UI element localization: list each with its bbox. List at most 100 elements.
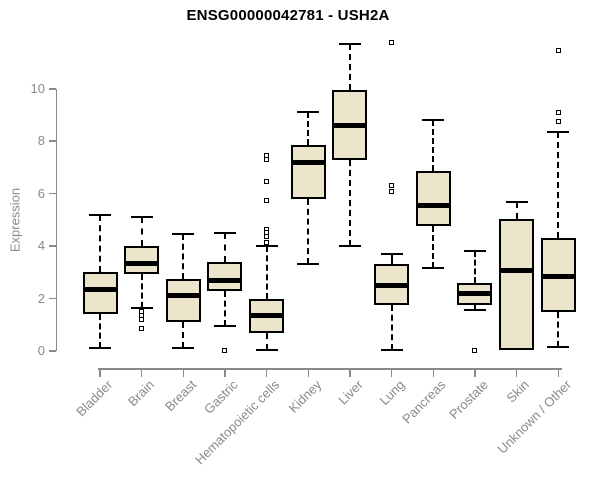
- x-tick-label-text: Gastric: [200, 377, 241, 417]
- upper-whisker-cap: [130, 216, 153, 219]
- upper-whisker: [515, 201, 518, 219]
- lower-whisker-cap: [547, 346, 570, 349]
- x-tick-label-text: Bladder: [73, 377, 116, 420]
- outlier-point: [555, 48, 561, 54]
- y-axis-tick: [48, 88, 56, 90]
- lower-whisker-cap: [338, 245, 361, 248]
- lower-whisker: [140, 273, 143, 308]
- upper-whisker: [390, 253, 393, 265]
- x-axis-line: [98, 368, 562, 370]
- outlier-point: [389, 183, 395, 189]
- box-skin: [499, 218, 535, 350]
- median-line: [459, 290, 491, 296]
- x-tick-label-text: Liver: [335, 377, 366, 408]
- outlier-point: [264, 239, 270, 245]
- upper-whisker: [99, 214, 101, 273]
- x-axis-tick: [474, 369, 476, 377]
- x-tick-label-text: Unknown / Other: [494, 377, 574, 457]
- lower-whisker-cap: [89, 347, 111, 350]
- y-axis-tick: [48, 140, 56, 142]
- upper-whisker: [432, 120, 435, 172]
- lower-whisker: [557, 311, 560, 348]
- outlier-point: [389, 188, 395, 194]
- lower-whisker: [265, 332, 268, 350]
- lower-whisker-cap: [130, 306, 153, 309]
- median-line: [251, 313, 283, 319]
- upper-whisker-cap: [380, 252, 403, 255]
- x-tick-label-text: Brain: [125, 377, 158, 410]
- median-line: [501, 268, 533, 274]
- y-axis-tick: [48, 192, 56, 195]
- upper-whisker-cap: [213, 231, 236, 234]
- outlier-point: [264, 234, 270, 240]
- lower-whisker-cap: [463, 309, 486, 312]
- y-axis-tick: [48, 245, 56, 247]
- upper-whisker: [473, 251, 476, 283]
- lower-whisker: [223, 290, 226, 327]
- y-axis-line: [55, 88, 57, 351]
- outlier-point: [389, 40, 395, 46]
- median-line: [542, 273, 574, 279]
- upper-whisker-cap: [422, 119, 445, 122]
- box-pancreas: [415, 171, 451, 227]
- y-tick-label: 10: [30, 80, 45, 96]
- x-axis-tick: [307, 369, 310, 377]
- lower-whisker-cap: [422, 267, 445, 270]
- upper-whisker: [265, 246, 268, 299]
- outlier-point: [222, 348, 228, 354]
- y-tick-label: 4: [37, 238, 45, 254]
- x-axis-tick: [224, 369, 226, 377]
- median-line: [84, 286, 116, 292]
- outlier-point: [264, 157, 270, 163]
- lower-whisker: [432, 226, 435, 269]
- lower-whisker-cap: [172, 347, 195, 350]
- outlier-point: [555, 109, 561, 115]
- median-line: [292, 159, 324, 165]
- x-axis-tick: [265, 369, 268, 377]
- x-axis-tick: [557, 369, 560, 377]
- lower-whisker: [307, 198, 310, 265]
- y-tick-label: 2: [37, 290, 45, 306]
- median-line: [209, 277, 241, 283]
- outlier-point: [139, 316, 145, 322]
- upper-whisker: [557, 132, 560, 239]
- x-axis-tick: [140, 369, 143, 377]
- outlier-point: [139, 326, 145, 332]
- upper-whisker-cap: [547, 131, 570, 134]
- box-kidney: [290, 145, 326, 199]
- lower-whisker-cap: [213, 325, 236, 328]
- x-tick-label-text: Prostate: [445, 377, 491, 422]
- lower-whisker-cap: [380, 348, 403, 351]
- chart-title: ENSG00000042781 - USH2A: [186, 7, 390, 24]
- median-line: [167, 293, 199, 299]
- x-axis-tick: [432, 369, 435, 377]
- upper-whisker-cap: [505, 200, 528, 203]
- lower-whisker: [99, 314, 101, 349]
- x-tick-label-text: Kidney: [285, 377, 324, 416]
- upper-whisker-cap: [297, 111, 320, 114]
- outlier-point: [555, 119, 561, 125]
- outlier-point: [264, 179, 270, 185]
- upper-whisker-cap: [172, 233, 195, 236]
- upper-whisker-cap: [338, 43, 361, 46]
- upper-whisker: [182, 234, 185, 279]
- x-tick-label-text: Breast: [161, 377, 199, 415]
- x-tick-label-text: Skin: [503, 377, 533, 406]
- lower-whisker: [473, 305, 476, 311]
- box-bladder: [82, 272, 118, 315]
- y-tick-label: 0: [37, 342, 45, 358]
- lower-whisker: [390, 305, 393, 350]
- upper-whisker: [223, 232, 226, 262]
- lower-whisker: [182, 322, 185, 349]
- x-axis-tick: [349, 369, 351, 377]
- x-tick-label-text: Pancreas: [399, 377, 449, 427]
- upper-whisker-cap: [255, 245, 278, 248]
- upper-whisker-cap: [89, 213, 111, 216]
- upper-whisker-cap: [463, 250, 486, 253]
- lower-whisker-cap: [255, 348, 278, 351]
- upper-whisker: [140, 217, 143, 247]
- outlier-point: [264, 197, 270, 203]
- lower-whisker-cap: [297, 263, 320, 266]
- x-tick-label-text: Lung: [376, 377, 408, 409]
